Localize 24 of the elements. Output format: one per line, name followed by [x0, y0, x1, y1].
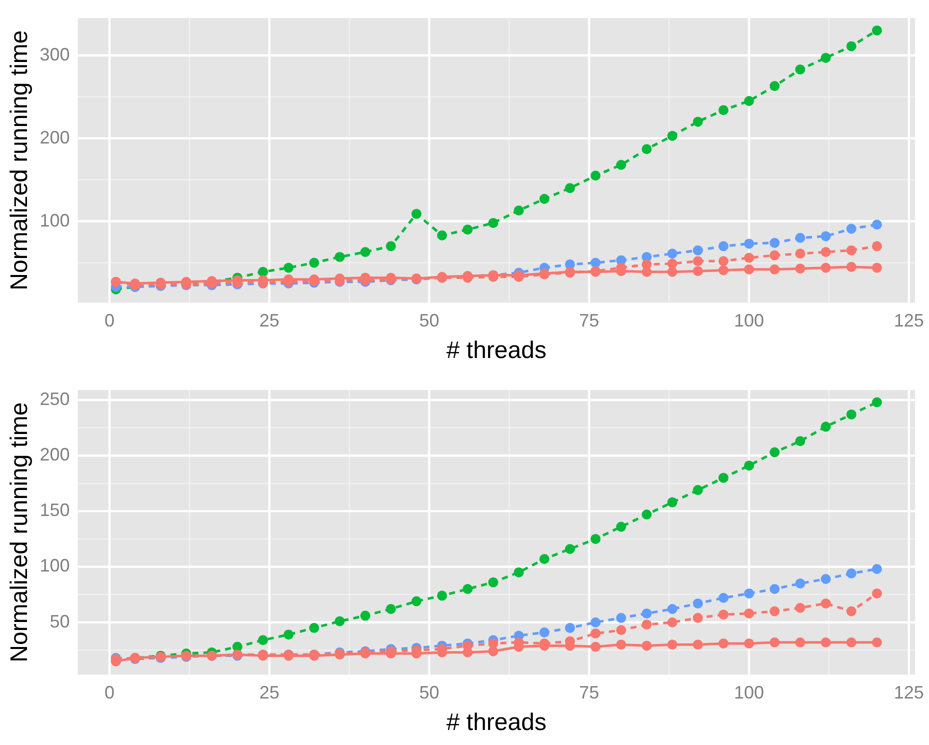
x-axis-title: # threads — [446, 337, 546, 364]
x-tick-label: 125 — [894, 310, 924, 330]
y-axis-title: Normalized running time — [6, 30, 34, 290]
y-tick-label: 150 — [40, 500, 70, 520]
x-tick-label: 25 — [259, 682, 280, 702]
y-tick-label: 300 — [40, 44, 70, 64]
x-tick-label: 50 — [419, 310, 440, 330]
y-tick-label: 50 — [50, 611, 70, 632]
y-tick-label: 250 — [40, 388, 70, 409]
y-tick-label: 200 — [40, 127, 70, 148]
x-tick-label: 0 — [104, 310, 114, 330]
x-tick-label: 100 — [734, 682, 764, 702]
y-axis-title: Normalized running time — [6, 402, 34, 662]
x-tick-label: 100 — [734, 310, 764, 330]
y-tick-label: 100 — [40, 556, 70, 576]
x-tick-label: 50 — [419, 682, 440, 702]
x-tick-label: 125 — [894, 682, 924, 702]
x-axis-title: # threads — [446, 709, 546, 736]
x-tick-label: 25 — [259, 310, 280, 330]
y-tick-label: 200 — [40, 444, 70, 465]
x-tick-label: 75 — [579, 682, 600, 702]
x-tick-label: 0 — [104, 682, 114, 702]
y-tick-label: 100 — [40, 210, 70, 230]
x-tick-label: 75 — [579, 310, 600, 330]
